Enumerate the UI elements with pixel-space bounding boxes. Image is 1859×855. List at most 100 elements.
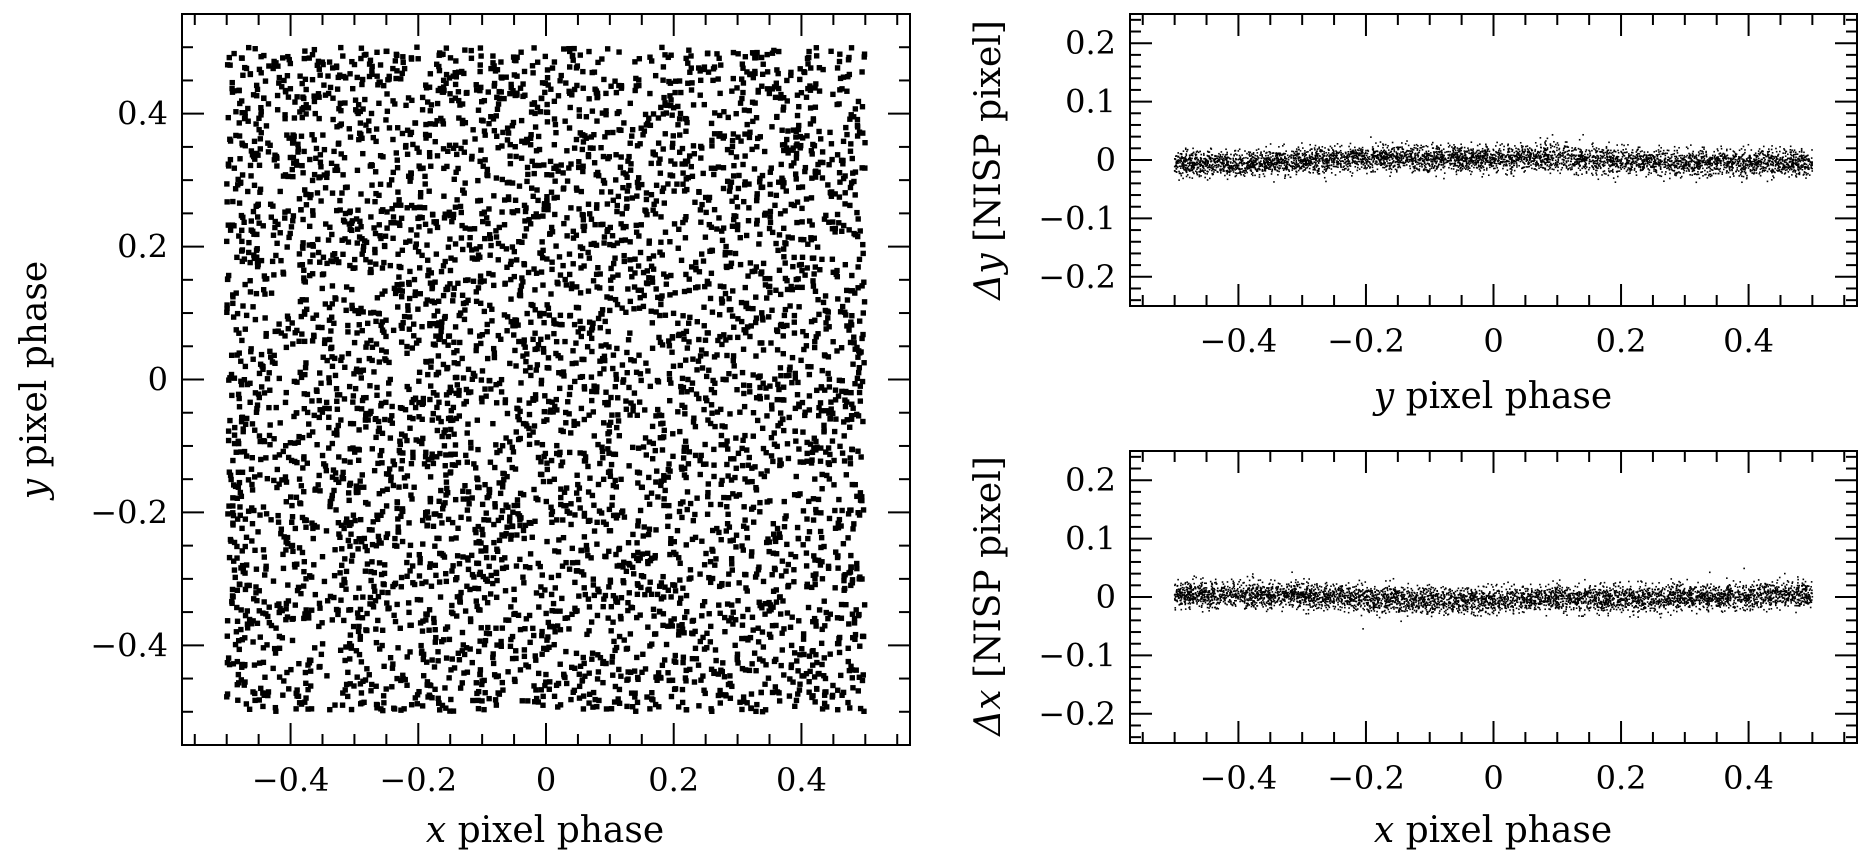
point-left <box>341 458 348 464</box>
point-left <box>535 133 542 140</box>
point-left <box>464 669 471 675</box>
point-left <box>306 660 313 666</box>
point-left <box>371 583 377 590</box>
point-left <box>589 348 595 355</box>
point-left <box>517 293 524 299</box>
point-left <box>274 484 280 491</box>
point-left <box>676 623 682 629</box>
point-left <box>425 272 431 279</box>
point-left <box>402 483 409 489</box>
point-left <box>690 143 697 149</box>
point-left <box>294 459 300 466</box>
point-left <box>416 265 423 271</box>
point-left <box>361 484 367 490</box>
point-left <box>478 117 485 123</box>
point-left <box>571 45 577 52</box>
point-left <box>657 156 663 162</box>
point-left <box>480 163 486 169</box>
point-left <box>428 102 435 108</box>
point-left <box>225 161 232 167</box>
point-left <box>589 650 596 656</box>
point-left <box>229 600 235 607</box>
point-left <box>789 286 796 293</box>
point-left <box>615 395 621 401</box>
point-left <box>525 269 532 276</box>
point-left <box>532 110 538 117</box>
point-left <box>677 110 684 117</box>
point-left <box>804 439 810 446</box>
point-left <box>339 237 345 243</box>
point-left <box>587 211 593 217</box>
point-left <box>832 525 839 531</box>
point-left <box>856 365 863 371</box>
point-left <box>447 91 453 97</box>
point-left <box>551 693 558 700</box>
point-left <box>573 490 580 496</box>
point-left <box>277 420 283 426</box>
point-left <box>303 695 309 701</box>
point-left <box>714 409 721 415</box>
point-left <box>242 661 248 668</box>
point-left <box>263 566 269 572</box>
point-left <box>597 370 603 377</box>
point-left <box>720 165 727 171</box>
point-left <box>846 667 853 674</box>
point-left <box>568 161 574 167</box>
point-left <box>747 389 753 395</box>
point-left <box>363 424 369 430</box>
point-left <box>323 467 330 474</box>
point-left <box>517 85 524 91</box>
point-left <box>670 363 677 369</box>
point-left <box>435 369 442 376</box>
point-left <box>698 143 704 150</box>
point-left <box>349 218 356 224</box>
point-left <box>509 244 516 250</box>
point-left <box>280 692 286 698</box>
point-left <box>610 482 617 489</box>
point-left <box>369 344 376 350</box>
point-left <box>652 152 658 158</box>
point-left <box>471 574 477 580</box>
point-left <box>780 384 787 390</box>
point-left <box>376 222 382 228</box>
point-left <box>475 705 482 712</box>
point-left <box>225 272 232 279</box>
point-left <box>742 476 748 482</box>
point-left <box>647 122 654 129</box>
point-left <box>355 310 362 317</box>
point-left <box>280 55 286 61</box>
point-left <box>860 633 867 640</box>
point-left <box>753 54 759 61</box>
point-left <box>552 211 558 218</box>
point-left <box>596 697 602 704</box>
point-left <box>778 662 784 669</box>
point-left <box>501 477 507 483</box>
point-left <box>536 604 542 610</box>
point-left <box>854 565 860 572</box>
point-left <box>406 609 412 616</box>
point-left <box>783 373 790 379</box>
point-left <box>362 543 368 550</box>
point-left <box>636 77 642 83</box>
point-left <box>646 474 652 481</box>
point-left <box>495 517 502 524</box>
point-left <box>621 514 628 520</box>
point-left <box>636 56 643 62</box>
point-left <box>645 559 651 565</box>
point-left <box>540 349 547 355</box>
point-left <box>231 539 238 546</box>
point-left <box>399 281 405 287</box>
point-left <box>811 553 817 559</box>
point-left <box>400 672 406 679</box>
point-left <box>625 669 631 675</box>
point-left <box>818 534 825 541</box>
point-left <box>290 218 296 224</box>
point-left <box>544 460 550 466</box>
point-left <box>638 584 644 591</box>
point-left <box>714 525 720 532</box>
point-left <box>629 564 636 571</box>
point-left <box>834 101 840 108</box>
point-left <box>526 441 533 448</box>
point-left <box>704 511 711 517</box>
point-left <box>589 492 596 499</box>
